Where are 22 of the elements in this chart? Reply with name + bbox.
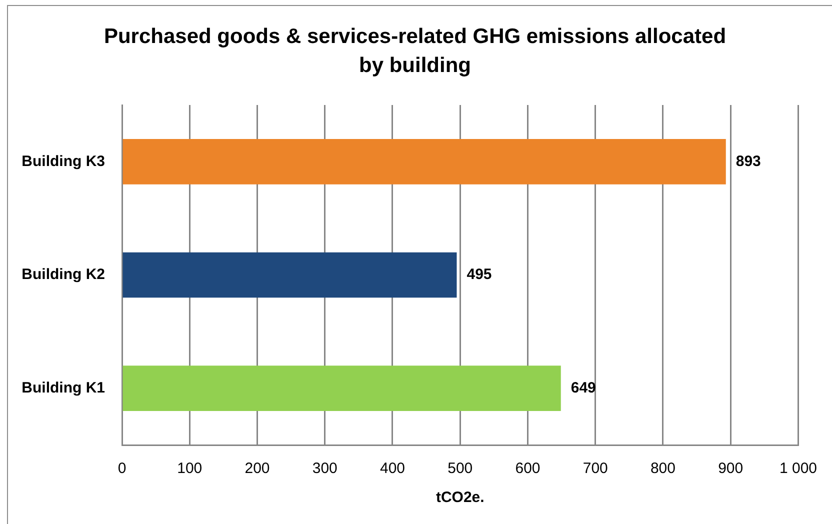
y-tick-label: Building K3 [22,152,105,170]
x-tick-label: 900 [718,460,744,478]
data-label: 495 [466,266,492,284]
x-tick-label: 100 [177,460,202,478]
data-label: 649 [570,379,596,396]
x-tick-label: 300 [312,460,338,478]
bar [122,139,726,184]
x-tick-label: 600 [515,460,540,478]
bar [122,252,457,298]
x-tick-label: 400 [380,460,406,478]
x-tick-label: 1 000 [779,460,818,478]
x-tick-label: 500 [448,460,473,478]
bar [122,366,561,411]
x-tick-label: 700 [582,460,608,478]
x-tick-label: 800 [650,460,676,478]
chart-title: Purchased goods & services-related GHG emissions allocated by building [102,24,728,79]
data-label: 893 [736,152,761,170]
x-axis-title: tCO2e. [436,489,484,506]
x-tick-label: 200 [244,460,270,478]
x-tick-label: 0 [118,460,126,478]
y-tick-label: Building K2 [22,266,105,284]
y-tick-label: Building K1 [22,379,105,396]
